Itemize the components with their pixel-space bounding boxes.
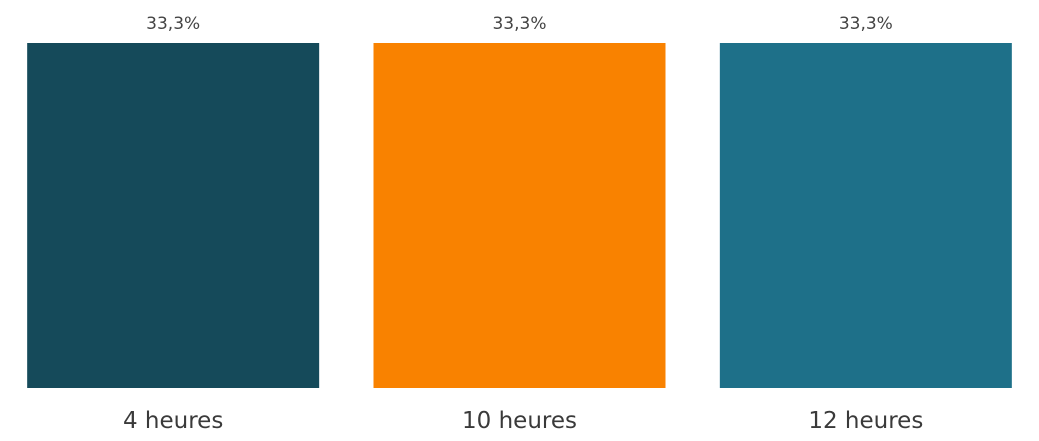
bar-3 (719, 43, 1012, 388)
category-label-3: 12 heures (808, 408, 923, 434)
category-label-1: 4 heures (123, 408, 223, 434)
data-labels-layer: 33,3% 33,3% 33,3% (146, 14, 893, 34)
data-label-2: 33,3% (492, 14, 546, 34)
category-label-2: 10 heures (462, 408, 577, 434)
data-label-1: 33,3% (146, 14, 200, 34)
data-label-3: 33,3% (839, 14, 893, 34)
bar-1 (27, 43, 320, 388)
category-labels-layer: 4 heures 10 heures 12 heures (123, 408, 923, 434)
bar-2 (373, 43, 666, 388)
bars-layer (27, 43, 1012, 388)
